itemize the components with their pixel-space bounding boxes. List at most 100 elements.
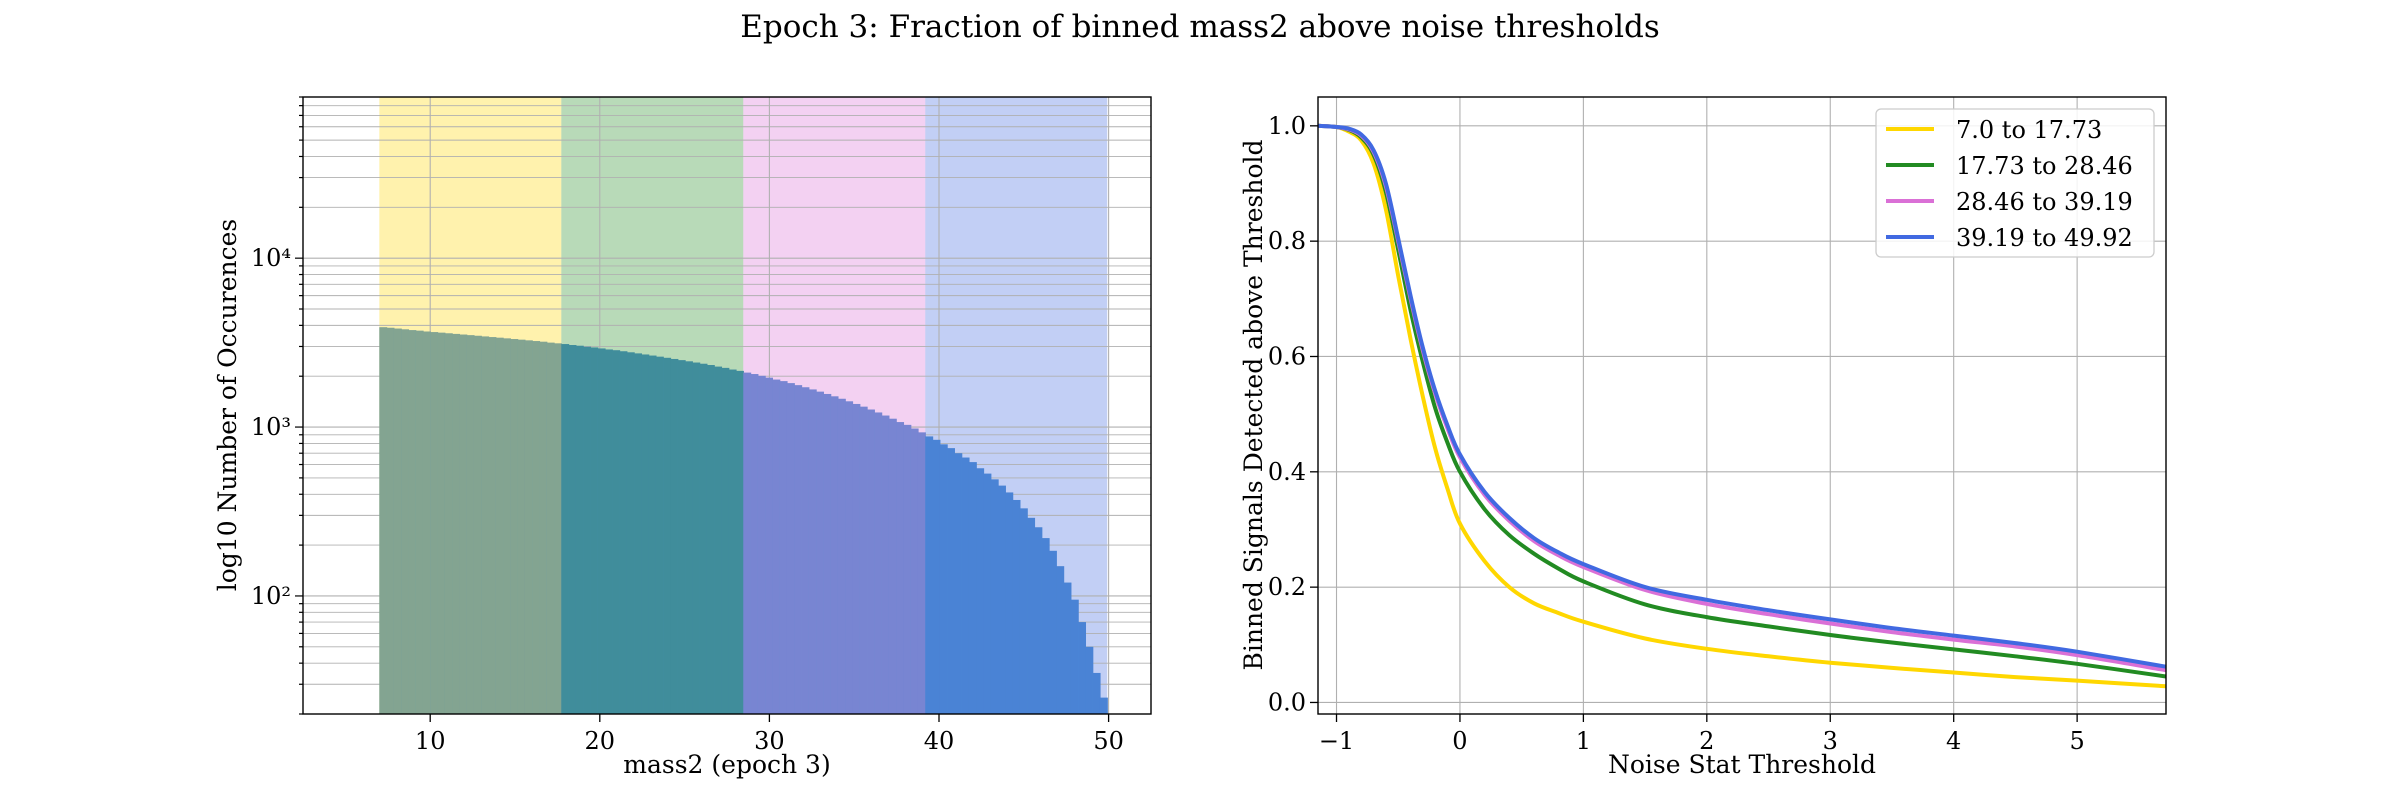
histogram-bar-overlay bbox=[648, 355, 657, 714]
histogram-bar-overlay bbox=[823, 393, 832, 714]
histogram-bar-overlay bbox=[837, 398, 846, 714]
histogram-bar bbox=[1092, 672, 1101, 714]
histogram-bar bbox=[757, 375, 766, 714]
histogram-bar-overlay bbox=[998, 485, 1006, 714]
histogram-bar-overlay bbox=[721, 367, 730, 714]
histogram-bar bbox=[998, 485, 1006, 714]
histogram-bar-overlay bbox=[583, 346, 592, 714]
histogram-bar-overlay bbox=[794, 385, 803, 714]
histogram-bar bbox=[583, 346, 592, 714]
histogram-bar-overlay bbox=[1019, 508, 1028, 714]
histogram-bar-overlay bbox=[736, 370, 744, 714]
histogram-bar-overlay bbox=[1099, 697, 1108, 714]
histogram-bar-overlay bbox=[867, 409, 875, 714]
line-series-path bbox=[1317, 123, 2167, 689]
histogram-bar-overlay bbox=[779, 381, 788, 714]
histogram-bar bbox=[837, 398, 846, 714]
histogram-bar-overlay bbox=[1049, 550, 1057, 714]
histogram-bar-overlay bbox=[488, 337, 497, 714]
histogram-bar bbox=[459, 334, 468, 714]
histogram-bar bbox=[670, 358, 679, 714]
histogram-bar bbox=[765, 377, 773, 714]
histogram-bar bbox=[641, 354, 650, 714]
histogram-bar bbox=[830, 396, 839, 714]
histogram-bar-overlay bbox=[939, 444, 948, 714]
histogram-bar-overlay bbox=[568, 345, 577, 714]
histogram-bar-overlay bbox=[692, 362, 701, 714]
histogram-bar bbox=[488, 337, 497, 714]
histogram-bar-overlay bbox=[481, 336, 490, 714]
histogram-bar-overlay bbox=[765, 377, 773, 714]
histogram-bar-overlay bbox=[670, 358, 679, 714]
histogram-bar-overlay bbox=[466, 335, 475, 714]
histogram-bar-overlay bbox=[401, 329, 410, 714]
histogram-bar-overlay bbox=[772, 379, 781, 714]
histogram-bar-overlay bbox=[961, 457, 970, 714]
histogram-bar bbox=[517, 339, 526, 714]
histogram-bar-overlay bbox=[626, 352, 635, 714]
histogram-bar bbox=[437, 332, 446, 714]
histogram-bar bbox=[626, 352, 635, 714]
histogram-bar-overlay bbox=[473, 335, 482, 714]
histogram-bar bbox=[859, 406, 868, 714]
histogram-bar bbox=[539, 341, 548, 714]
histogram-chart: 10 20 30 40 50 10² 10³ 10⁴ mass2 (epoch 3) log1… bbox=[213, 96, 1152, 779]
histogram-bar-overlay bbox=[947, 448, 955, 714]
histogram-bar-overlay bbox=[816, 391, 824, 714]
histogram-bar bbox=[779, 381, 788, 714]
histogram-bar-overlay bbox=[743, 372, 752, 714]
histogram-bar-overlay bbox=[881, 415, 890, 714]
histogram-y-axis-label: log10 Number of Occurences bbox=[213, 219, 242, 592]
line-series-path bbox=[1317, 123, 2167, 669]
histogram-bar bbox=[444, 333, 453, 714]
histogram-bar bbox=[772, 379, 781, 714]
histogram-bar bbox=[983, 473, 992, 714]
histogram-bar bbox=[794, 385, 803, 714]
histogram-bar bbox=[415, 330, 424, 714]
histogram-bar bbox=[597, 348, 606, 714]
histogram-bar-overlay bbox=[539, 341, 548, 714]
histogram-bar bbox=[554, 343, 562, 714]
histogram-bar-overlay bbox=[1070, 599, 1079, 714]
histogram-bar bbox=[473, 335, 482, 714]
histogram-bar bbox=[379, 327, 388, 714]
histogram-bar bbox=[888, 418, 897, 714]
histogram-y-tick-label: 10³ bbox=[251, 413, 291, 441]
histogram-x-tick-label: 30 bbox=[754, 727, 785, 755]
histogram-bar-overlay bbox=[1027, 517, 1036, 714]
histogram-bar bbox=[750, 374, 759, 714]
histogram-bar bbox=[947, 448, 955, 714]
histogram-bar-overlay bbox=[422, 331, 431, 714]
detection-line-chart: −1 0 1 2 3 4 5 0.0 0.2 0.4 0.6 0.8 1.0 Noise Stat Th… bbox=[1239, 96, 2167, 779]
histogram-bar-overlay bbox=[910, 428, 919, 714]
histogram-axes-frame bbox=[302, 96, 1152, 715]
histogram-bar bbox=[510, 339, 519, 714]
line-chart-y-tick-label: 0.0 bbox=[1268, 688, 1306, 716]
histogram-bar bbox=[728, 369, 737, 714]
histogram-bar bbox=[706, 365, 715, 714]
line-chart-axes-frame bbox=[1317, 96, 2167, 715]
histogram-bar bbox=[699, 363, 708, 714]
histogram-bar bbox=[976, 468, 985, 714]
histogram-bar-overlay bbox=[1005, 492, 1014, 714]
histogram-bar-overlay bbox=[874, 412, 883, 714]
histogram-x-tick-label: 20 bbox=[585, 727, 616, 755]
histogram-bar bbox=[604, 349, 613, 714]
histogram-bar-overlay bbox=[532, 341, 541, 714]
line-chart-x-axis-label: Noise Stat Threshold bbox=[1608, 750, 1876, 779]
histogram-bar bbox=[524, 340, 533, 714]
legend-frame bbox=[1875, 108, 2155, 258]
histogram-bar bbox=[1027, 517, 1036, 714]
histogram-bar-overlay bbox=[1078, 622, 1087, 714]
histogram-bar-overlay bbox=[1056, 566, 1065, 714]
line-chart-x-tick-label: 4 bbox=[1946, 727, 1961, 755]
histogram-bar-overlay bbox=[968, 462, 977, 714]
line-chart-y-tick-label: 0.6 bbox=[1268, 342, 1306, 370]
histogram-bar bbox=[401, 329, 410, 714]
histogram-bar bbox=[786, 383, 795, 714]
histogram-bar bbox=[1034, 527, 1043, 714]
histogram-bar-overlay bbox=[1092, 672, 1101, 714]
histogram-y-tick-label: 10⁴ bbox=[251, 244, 291, 272]
legend-entry-label: 7.0 to 17.73 bbox=[1956, 116, 2102, 144]
